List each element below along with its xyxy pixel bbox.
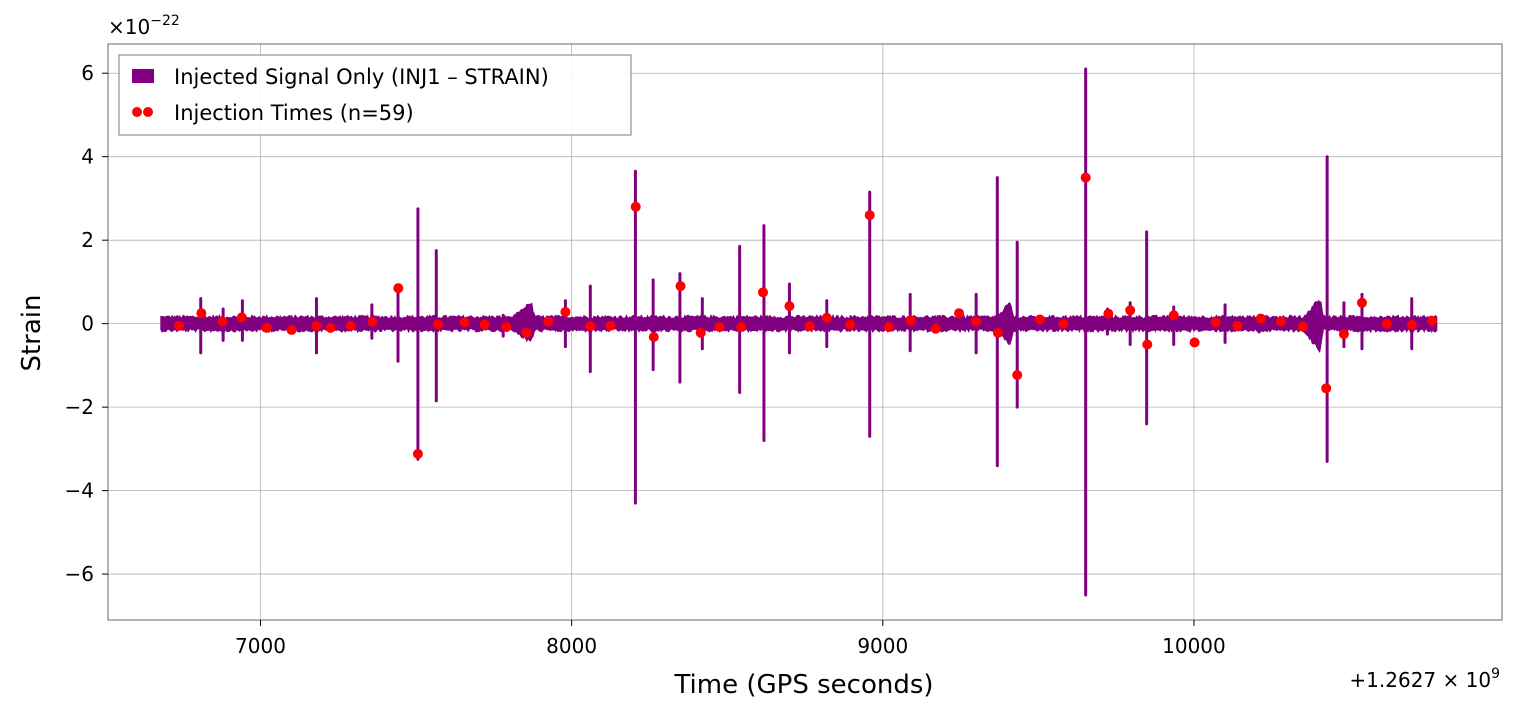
injection-marker xyxy=(804,321,815,332)
axes-frame xyxy=(107,43,1503,621)
x-axis-label: Time (GPS seconds) xyxy=(673,670,933,700)
injection-time-markers xyxy=(173,172,1437,459)
injection-marker xyxy=(345,320,356,331)
injection-marker xyxy=(1232,320,1243,331)
injection-marker xyxy=(236,312,247,323)
injection-marker xyxy=(605,320,616,331)
injection-marker xyxy=(714,321,725,332)
injection-marker xyxy=(173,320,184,331)
injection-marker xyxy=(1125,305,1136,316)
x-tick-label: 9000 xyxy=(857,634,908,658)
legend: Injected Signal Only (INJ1 – STRAIN) Inj… xyxy=(118,54,632,136)
injection-marker xyxy=(393,283,404,294)
injection-marker xyxy=(1080,172,1091,183)
injection-marker xyxy=(1189,337,1200,348)
x-tick-label: 10000 xyxy=(1162,634,1226,658)
injection-marker xyxy=(1297,321,1308,332)
injection-marker xyxy=(992,327,1003,338)
injection-marker xyxy=(1406,319,1417,330)
x-tick-label: 8000 xyxy=(546,634,597,658)
injection-marker xyxy=(864,210,875,221)
x-axis-offset: +1.2627 × 109 xyxy=(1349,666,1500,692)
injection-marker xyxy=(432,319,443,330)
injection-marker xyxy=(543,316,554,327)
x-tick-label: 7000 xyxy=(235,634,286,658)
injection-marker xyxy=(1142,339,1153,350)
y-tick-label: −2 xyxy=(65,395,94,419)
x-axis-ticks: 7000 8000 9000 10000 xyxy=(235,620,1226,658)
injection-marker xyxy=(560,306,571,317)
injection-marker xyxy=(757,287,768,298)
injection-marker xyxy=(217,316,228,327)
legend-strain-label: Injected Signal Only (INJ1 – STRAIN) xyxy=(174,65,549,89)
strain-envelope xyxy=(160,299,1438,354)
injection-marker xyxy=(367,316,378,327)
injection-marker xyxy=(954,308,965,319)
legend-marker-dot-2 xyxy=(143,107,153,117)
injection-marker xyxy=(501,321,512,332)
injection-marker xyxy=(648,332,659,343)
legend-markers-label: Injection Times (n=59) xyxy=(174,101,414,125)
injection-marker xyxy=(821,312,832,323)
injection-marker xyxy=(1321,383,1332,394)
injection-marker xyxy=(1381,318,1392,329)
injection-marker xyxy=(1255,313,1266,324)
injection-marker xyxy=(695,327,706,338)
injection-marker xyxy=(1058,318,1069,329)
injection-marker xyxy=(930,323,941,334)
y-tick-label: 2 xyxy=(81,228,94,252)
legend-box xyxy=(118,54,632,136)
injection-marker xyxy=(784,301,795,312)
injection-marker xyxy=(905,315,916,326)
y-tick-label: 4 xyxy=(81,145,94,169)
injection-marker xyxy=(1210,317,1221,328)
injection-marker xyxy=(261,322,272,333)
injection-marker xyxy=(286,324,297,335)
y-axis-label: Strain xyxy=(17,294,47,371)
injection-marker xyxy=(845,319,856,330)
y-tick-label: −4 xyxy=(65,479,94,503)
injection-marker xyxy=(1338,329,1349,340)
injection-marker xyxy=(1012,369,1023,380)
injection-marker xyxy=(325,322,336,333)
injection-marker xyxy=(1426,315,1437,326)
injection-marker xyxy=(971,316,982,327)
injection-marker xyxy=(630,201,641,212)
injection-marker xyxy=(479,319,490,330)
injection-marker xyxy=(884,321,895,332)
legend-marker-dot-1 xyxy=(132,107,142,117)
strain-series xyxy=(160,67,1438,597)
y-tick-label: 6 xyxy=(81,61,94,85)
injection-marker xyxy=(585,321,596,332)
injection-marker xyxy=(196,308,207,319)
injection-marker xyxy=(1034,314,1045,325)
y-tick-label: 0 xyxy=(81,312,94,336)
injection-marker xyxy=(1276,316,1287,327)
injection-marker xyxy=(459,317,470,328)
y-axis-ticks: −6 −4 −2 0 2 4 6 xyxy=(65,61,108,586)
injection-marker xyxy=(736,321,747,332)
injection-marker xyxy=(521,327,532,338)
y-tick-label: −6 xyxy=(65,562,94,586)
injection-marker xyxy=(1356,297,1367,308)
injection-marker xyxy=(1168,310,1179,321)
legend-strain-swatch xyxy=(132,69,154,83)
injection-marker xyxy=(1103,308,1114,319)
injection-marker xyxy=(311,320,322,331)
injection-marker xyxy=(412,448,423,459)
y-axis-multiplier: ×10−22 xyxy=(108,13,180,39)
injection-marker xyxy=(675,281,686,292)
